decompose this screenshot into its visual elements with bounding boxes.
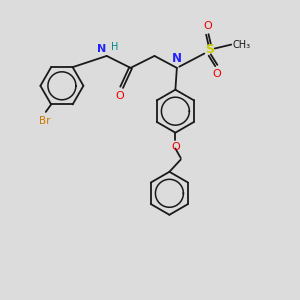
Text: O: O bbox=[115, 91, 124, 101]
Text: O: O bbox=[171, 142, 180, 152]
Text: CH₃: CH₃ bbox=[233, 40, 251, 50]
Text: N: N bbox=[172, 52, 182, 65]
Text: O: O bbox=[203, 21, 212, 31]
Text: S: S bbox=[205, 44, 214, 56]
Text: H: H bbox=[111, 42, 118, 52]
Text: Br: Br bbox=[39, 116, 50, 126]
Text: O: O bbox=[212, 69, 221, 80]
Text: N: N bbox=[97, 44, 106, 54]
